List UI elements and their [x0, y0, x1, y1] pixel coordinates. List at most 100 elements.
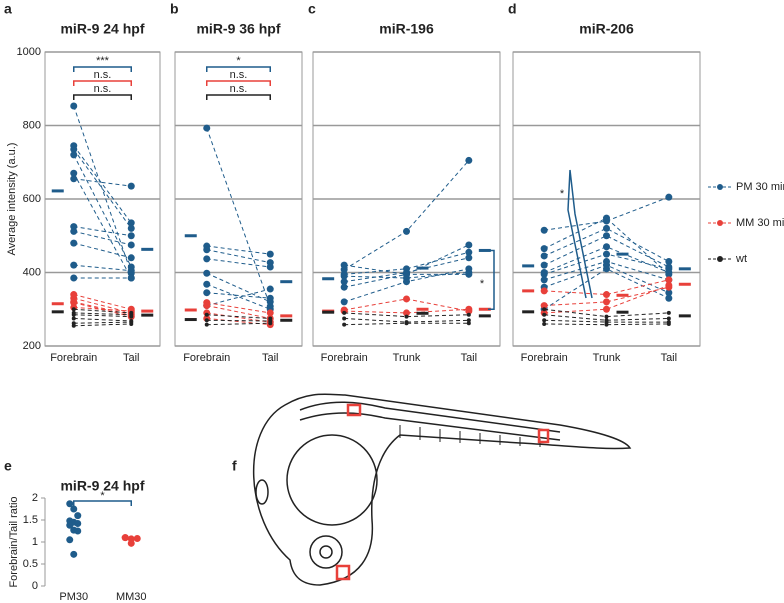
x-tick-label: Tail	[123, 352, 140, 364]
data-point	[404, 321, 409, 326]
significance-bracket	[567, 169, 593, 299]
data-point	[540, 261, 548, 269]
individual-line	[206, 249, 271, 264]
individual-line	[73, 242, 132, 259]
data-point	[71, 307, 76, 312]
data-point	[465, 156, 473, 164]
data-point	[540, 252, 548, 260]
panel-letter: a	[4, 1, 12, 17]
individual-line	[543, 227, 670, 262]
x-tick-label: Forebrain	[521, 352, 568, 364]
individual-line	[73, 178, 132, 187]
individual-line	[73, 145, 132, 224]
x-tick-label: Trunk	[393, 352, 421, 364]
panel-letter: b	[170, 1, 179, 17]
data-point	[540, 276, 548, 284]
individual-line	[543, 217, 670, 275]
y-tick-label: 400	[23, 266, 41, 278]
data-point	[465, 265, 473, 273]
data-point	[465, 248, 473, 256]
data-point	[203, 280, 211, 288]
individual-line	[73, 149, 132, 229]
data-point	[340, 272, 348, 280]
data-point	[466, 321, 471, 326]
individual-line	[206, 302, 271, 314]
legend-label: wt	[735, 253, 747, 265]
significance-bracket	[206, 94, 271, 100]
data-point	[71, 316, 76, 321]
individual-line	[206, 288, 271, 307]
data-point	[666, 316, 671, 321]
individual-line	[73, 314, 132, 318]
significance-bracket	[73, 94, 132, 100]
legend-swatch	[717, 220, 723, 226]
x-tick-label: Forebrain	[321, 352, 368, 364]
data-point	[540, 287, 548, 295]
significance-bracket	[73, 500, 132, 506]
legend-label: MM 30 min	[736, 217, 784, 229]
x-tick-label: Tail	[661, 352, 678, 364]
panel-title: miR-196	[379, 21, 434, 37]
data-point	[204, 318, 209, 323]
individual-line	[206, 272, 271, 303]
data-point	[70, 151, 78, 159]
x-tick-label: MM30	[116, 591, 147, 603]
data-point	[127, 539, 135, 547]
data-point	[403, 270, 410, 278]
data-point	[204, 312, 209, 317]
data-point	[266, 294, 274, 302]
individual-line	[206, 283, 271, 310]
individual-line	[73, 321, 132, 324]
data-point	[665, 257, 673, 265]
data-point	[603, 265, 610, 273]
zebrafish-drawing	[252, 393, 632, 586]
data-point	[604, 314, 609, 319]
significance-label: *	[560, 188, 565, 200]
individual-line	[73, 226, 132, 237]
data-point	[342, 310, 347, 315]
data-point	[266, 285, 274, 293]
data-point	[127, 219, 135, 227]
data-point	[342, 316, 347, 321]
data-point	[203, 255, 211, 263]
data-point	[268, 321, 273, 326]
data-point	[203, 289, 211, 297]
y-axis-label: Forebrain/Tail ratio	[8, 496, 20, 587]
data-point	[403, 295, 410, 303]
data-point	[603, 214, 610, 222]
x-tick-label: Tail	[262, 352, 279, 364]
individual-line	[73, 264, 132, 272]
data-point	[340, 283, 348, 291]
y-tick-label: 1.5	[23, 514, 38, 526]
data-point	[540, 302, 548, 310]
individual-line	[544, 286, 669, 307]
data-point	[665, 193, 673, 201]
data-point	[66, 536, 74, 544]
y-tick-label: 200	[23, 340, 41, 352]
data-point	[203, 269, 211, 277]
data-point	[603, 224, 610, 232]
y-tick-label: 1	[32, 536, 38, 548]
data-point	[203, 302, 211, 310]
data-point	[129, 321, 134, 326]
panel-letter: f	[232, 458, 237, 474]
panel-letter: d	[508, 1, 517, 17]
data-point	[542, 307, 547, 312]
y-tick-label: 600	[23, 193, 41, 205]
data-point	[71, 323, 76, 328]
data-point	[603, 305, 610, 313]
individual-line	[344, 251, 469, 275]
data-point	[70, 505, 78, 513]
data-point	[542, 312, 547, 317]
data-point	[133, 534, 141, 542]
panel-title: miR-9 24 hpf	[60, 478, 144, 494]
significance-bracket	[488, 249, 495, 310]
individual-line	[206, 314, 271, 319]
individual-line	[73, 317, 132, 322]
data-point	[542, 318, 547, 323]
panel-title: miR-9 36 hpf	[196, 21, 280, 37]
individual-line	[206, 292, 271, 299]
data-point	[465, 254, 473, 262]
y-axis-label: Average intensity (a.u.)	[6, 143, 18, 256]
individual-line	[206, 258, 271, 268]
